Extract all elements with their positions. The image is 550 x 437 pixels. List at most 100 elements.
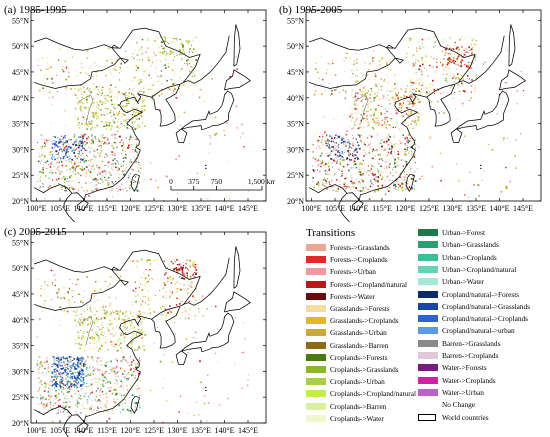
change-pixel [40,134,43,136]
change-pixel [71,148,73,150]
change-pixel [83,395,86,398]
change-pixel [172,83,174,85]
change-pixel [86,155,88,157]
change-pixel [83,365,85,367]
change-pixel [468,51,470,53]
change-pixel [475,77,478,79]
change-pixel [404,188,407,191]
change-pixel [59,171,61,173]
change-pixel [105,336,106,338]
change-pixel [52,381,53,383]
change-pixel [120,385,122,387]
change-pixel [482,63,485,65]
change-pixel [105,406,107,408]
change-pixel [328,169,330,171]
change-pixel [119,311,121,313]
change-pixel [98,138,100,140]
change-pixel [54,374,56,376]
change-pixel [327,145,328,147]
change-pixel [432,85,434,86]
change-pixel [82,147,84,149]
change-pixel [174,333,176,335]
change-pixel [138,150,140,152]
change-pixel [53,136,55,138]
change-pixel [348,141,350,143]
change-pixel [178,51,180,53]
change-pixel [417,116,420,119]
change-pixel [320,141,323,143]
change-pixel [94,308,96,310]
change-pixel [386,166,387,168]
change-pixel [109,125,111,127]
change-pixel [401,189,404,192]
change-pixel [73,381,74,383]
change-pixel [51,143,54,145]
change-pixel [462,90,465,92]
change-pixel [141,49,143,51]
change-pixel [450,48,452,50]
change-pixel [77,381,80,384]
change-pixel [89,366,91,368]
change-pixel [70,374,71,376]
change-pixel [202,387,205,389]
change-pixel [46,68,48,70]
change-pixel [68,151,69,152]
change-pixel [336,162,338,164]
change-pixel [103,176,106,179]
change-pixel [387,120,389,122]
change-pixel [66,310,69,313]
change-pixel [170,311,173,313]
change-pixel [149,259,152,262]
change-pixel [360,134,362,137]
change-pixel [122,403,124,405]
change-pixel [119,186,121,188]
change-pixel [71,186,73,189]
change-pixel [66,151,68,153]
change-pixel [149,389,152,392]
change-pixel [76,90,78,92]
legend-swatch [418,229,438,236]
change-pixel [100,307,102,309]
change-pixel [80,313,83,315]
change-pixel [104,310,106,312]
change-pixel [89,176,92,178]
change-pixel [329,151,331,153]
change-pixel [465,48,466,50]
change-pixel [176,281,178,283]
change-pixel [210,343,212,345]
change-pixel [180,43,183,46]
change-pixel [54,368,57,370]
change-pixel [326,178,329,180]
change-pixel [57,146,59,149]
change-pixel [403,176,405,178]
change-pixel [108,176,110,179]
change-pixel [337,135,340,138]
change-pixel [164,64,166,67]
change-pixel [453,74,455,76]
change-pixel [77,108,79,109]
change-pixel [419,91,422,94]
change-pixel [182,44,184,47]
change-pixel [406,140,408,143]
change-pixel [90,408,92,410]
change-pixel [84,344,86,346]
change-pixel [91,335,93,337]
change-pixel [81,335,84,337]
change-pixel [84,341,86,343]
change-pixel [52,270,54,272]
change-pixel [332,62,334,64]
change-pixel [162,313,165,316]
change-pixel [412,82,415,84]
change-pixel [375,108,377,110]
change-pixel [113,345,115,347]
change-pixel [351,128,353,130]
change-pixel [54,376,56,378]
change-pixel [79,294,81,296]
change-pixel [137,328,140,331]
change-pixel [408,102,411,104]
change-pixel [62,69,64,71]
change-pixel [330,158,332,160]
change-pixel [434,41,436,43]
border-line [151,306,181,349]
